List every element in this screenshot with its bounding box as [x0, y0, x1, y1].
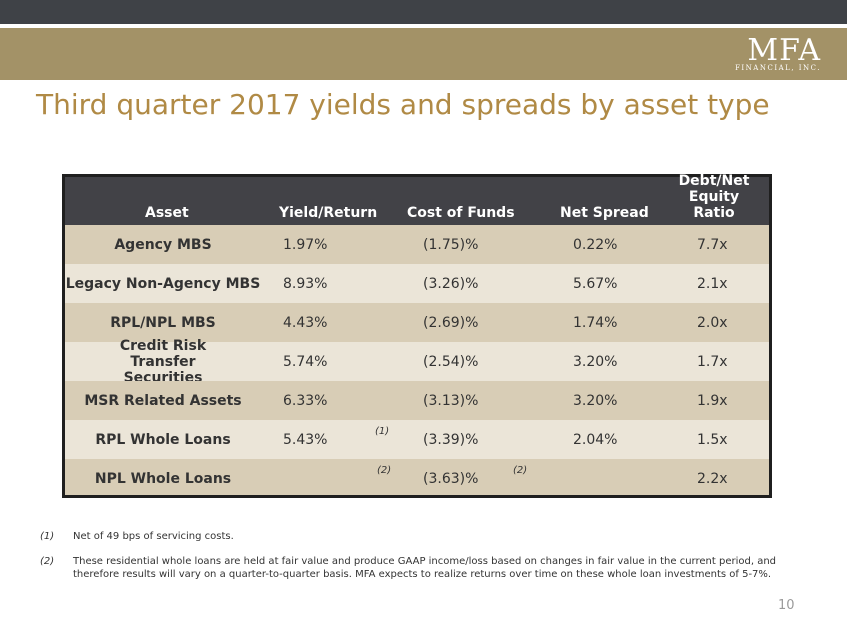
- logo-mark: MFA: [747, 33, 821, 68]
- footnotes: (1) Net of 49 bps of servicing costs. (2…: [40, 530, 820, 593]
- header-band: [0, 28, 847, 80]
- cell-debt: 1.7x: [697, 353, 728, 370]
- cell-cost: (1.75)%: [423, 236, 479, 253]
- cell-spread: 3.20%: [573, 353, 618, 370]
- cell-cost: (3.26)%: [423, 275, 479, 292]
- mfa-logo: MFA FINANCIAL, INC.: [711, 36, 821, 76]
- cell-asset: Credit Risk Transfer Securities: [119, 337, 207, 386]
- header-debt-line2: Equity Ratio: [688, 189, 740, 221]
- top-dark-bar: [0, 0, 847, 24]
- cell-yield: 5.43%: [283, 431, 328, 448]
- cell-cost: (3.39)%: [423, 431, 479, 448]
- top-divider: [0, 24, 847, 28]
- cell-spread: 2.04%: [573, 431, 618, 448]
- footnote-number: (1): [40, 531, 55, 542]
- cell-yield: [283, 459, 353, 498]
- cell-debt: 7.7x: [697, 236, 728, 253]
- cell-debt: 1.9x: [697, 392, 728, 409]
- table-row: Legacy Non-Agency MBS 8.93% (3.26)% 5.67…: [65, 264, 769, 303]
- footnote-text: These residential whole loans are held a…: [73, 556, 777, 580]
- table-row: MSR Related Assets 6.33% (3.13)% 3.20% 1…: [65, 381, 769, 420]
- cell-yield: 4.43%: [283, 314, 328, 331]
- header-spread: Net Spread: [560, 205, 649, 221]
- table-row: Agency MBS 1.97% (1.75)% 0.22% 7.7x: [65, 225, 769, 264]
- footnote: (1) Net of 49 bps of servicing costs.: [40, 530, 820, 543]
- cell-yield: 1.97%: [283, 236, 328, 253]
- cell-cost: (2.54)%: [423, 353, 479, 370]
- cell-debt: 2.2x: [697, 470, 728, 487]
- cell-yield: 6.33%: [283, 392, 328, 409]
- header-cost: Cost of Funds: [407, 205, 515, 221]
- cell-asset: RPL Whole Loans: [95, 431, 231, 448]
- cell-debt: 1.5x: [697, 431, 728, 448]
- spread-footnote-ref: (2): [513, 465, 528, 476]
- page-number: 10: [778, 598, 795, 613]
- cell-asset: RPL/NPL MBS: [110, 314, 216, 331]
- cell-spread: 0.22%: [573, 236, 618, 253]
- table-row: RPL Whole Loans 5.43% (1) (3.39)% 2.04% …: [65, 420, 769, 459]
- table-row: RPL/NPL MBS 4.43% (2.69)% 1.74% 2.0x: [65, 303, 769, 342]
- cell-spread: 5.67%: [573, 275, 618, 292]
- header-debt: Debt/Net Equity Ratio: [671, 173, 757, 221]
- table-row: NPL Whole Loans (2) (3.63)% (2) 2.2x: [65, 459, 769, 495]
- cell-spread: 3.20%: [573, 392, 618, 409]
- yield-footnote-ref: (1): [375, 426, 390, 437]
- yields-table: Asset Yield/Return Cost of Funds Net Spr…: [62, 173, 772, 498]
- footnote: (2) These residential whole loans are he…: [40, 555, 820, 581]
- table-header: Asset Yield/Return Cost of Funds Net Spr…: [65, 173, 769, 225]
- cell-debt: 2.1x: [697, 275, 728, 292]
- cell-asset: Legacy Non-Agency MBS: [65, 275, 261, 292]
- logo-subtext: FINANCIAL, INC.: [735, 64, 821, 72]
- header-asset: Asset: [145, 205, 189, 221]
- header-debt-line1: Debt/Net: [678, 173, 750, 189]
- yield-footnote-ref: (2): [377, 465, 392, 476]
- cell-asset: MSR Related Assets: [84, 392, 242, 409]
- cell-spread: [573, 459, 643, 498]
- cell-cost: (3.63)%: [423, 470, 479, 487]
- header-yield: Yield/Return: [279, 205, 378, 221]
- footnote-text: Net of 49 bps of servicing costs.: [73, 531, 234, 542]
- cell-cost: (2.69)%: [423, 314, 479, 331]
- cell-yield: 5.74%: [283, 353, 328, 370]
- cell-yield: 8.93%: [283, 275, 328, 292]
- table-row: Credit Risk Transfer Securities 5.74% (2…: [65, 337, 769, 386]
- slide-title: Third quarter 2017 yields and spreads by…: [36, 88, 770, 121]
- cell-asset: NPL Whole Loans: [94, 470, 232, 487]
- footnote-number: (2): [40, 556, 55, 567]
- cell-cost: (3.13)%: [423, 392, 479, 409]
- cell-debt: 2.0x: [697, 314, 728, 331]
- cell-asset: Agency MBS: [114, 236, 212, 253]
- cell-spread: 1.74%: [573, 314, 618, 331]
